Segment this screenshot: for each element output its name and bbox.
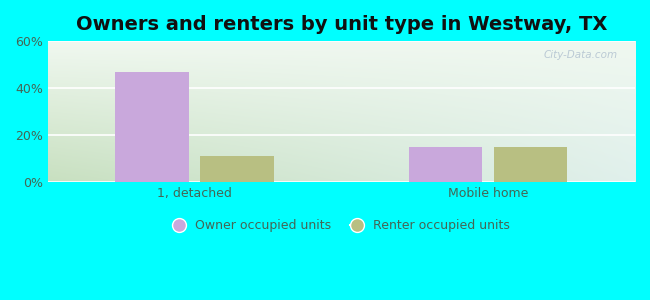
Bar [115, 72, 188, 182]
Text: City-Data.com: City-Data.com [543, 50, 618, 59]
Bar [494, 146, 567, 182]
Bar [409, 146, 482, 182]
Title: Owners and renters by unit type in Westway, TX: Owners and renters by unit type in Westw… [75, 15, 607, 34]
Legend: Owner occupied units, Renter occupied units: Owner occupied units, Renter occupied un… [167, 213, 516, 239]
Bar [200, 156, 274, 182]
